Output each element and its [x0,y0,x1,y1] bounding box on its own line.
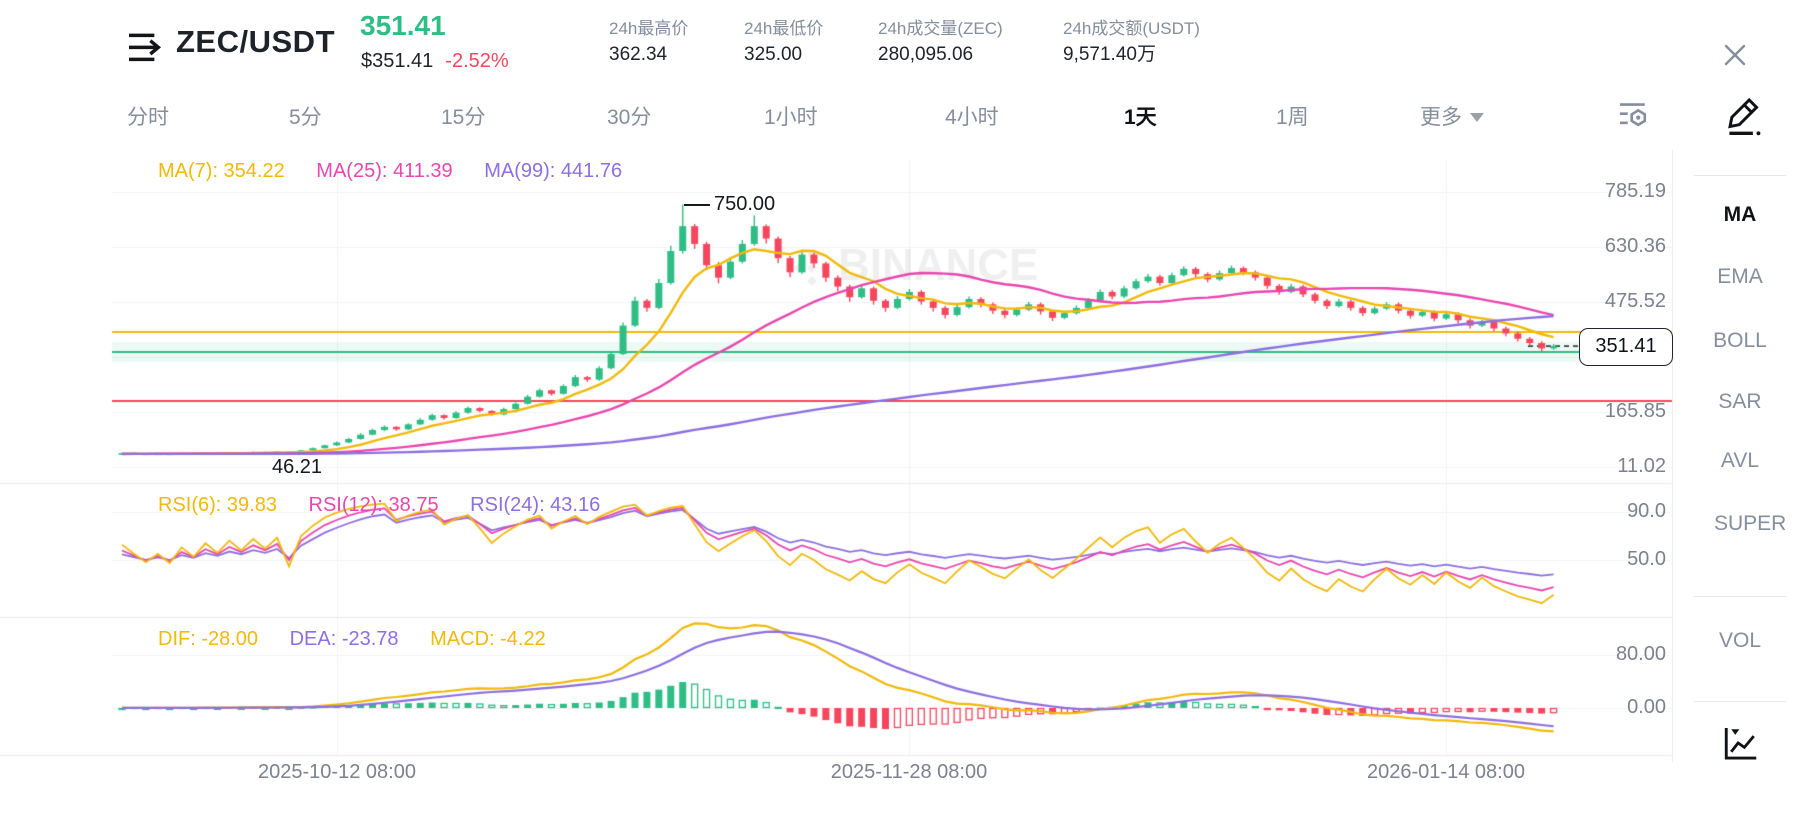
rsi-values-row: RSI(6): 39.83 RSI(12): 38.75 RSI(24): 43… [158,494,626,517]
usd-price-row: $351.41 -2.52% [361,50,509,73]
dea-value: DEA: -23.78 [289,628,399,650]
price-tick: 475.52 [1604,290,1666,312]
tab-interval-time[interactable]: 分时 [127,106,169,129]
ma7-value: MA(7): 354.22 [158,160,285,182]
tab-interval-1h[interactable]: 1小时 [764,106,818,129]
switch-pair-icon[interactable] [126,30,164,66]
tab-interval-1w[interactable]: 1周 [1276,106,1309,129]
sidebar-item-ma[interactable]: MA [1723,203,1757,226]
usd-price: $351.41 [361,50,434,72]
stat-24h-volume: 24h成交量(ZEC) 280,095.06 [878,19,1003,65]
more-intervals-dropdown[interactable]: 更多 [1420,101,1484,131]
close-icon[interactable] [1720,40,1750,70]
stat-24h-low: 24h最低价 325.00 [744,19,824,65]
divider [1694,701,1786,702]
macd-tick: 80.00 [1615,643,1666,665]
macd-value: MACD: -4.22 [430,628,546,650]
chart-style-icon[interactable] [1720,724,1760,762]
macd-values-row: DIF: -28.00 DEA: -23.78 MACD: -4.22 [158,628,572,651]
dif-value: DIF: -28.00 [158,628,259,650]
sidebar-item-super[interactable]: SUPER [1714,512,1787,535]
divider [1694,596,1786,597]
page-title: ZEC/USDT [176,24,335,59]
divider [1694,175,1786,176]
ma25-value: MA(25): 411.39 [316,160,453,182]
ma-values-row: MA(7): 354.22 MA(25): 411.39 MA(99): 441… [158,160,648,183]
sidebar-item-avl[interactable]: AVL [1720,449,1760,472]
chevron-down-icon [1470,113,1484,122]
rsi6-value: RSI(6): 39.83 [158,494,277,516]
stat-24h-turnover: 24h成交额(USDT) 9,571.40万 [1063,19,1200,65]
tab-interval-30m[interactable]: 30分 [607,106,652,129]
tab-interval-1d[interactable]: 1天 [1124,106,1157,129]
current-price-badge: 351.41 [1579,328,1673,366]
rsi24-value: RSI(24): 43.16 [470,494,601,516]
rsi12-value: RSI(12): 38.75 [308,494,439,516]
draw-pencil-icon[interactable] [1724,95,1762,137]
indicator-settings-icon[interactable] [1616,98,1650,132]
low-annotation: 46.21 [272,456,323,478]
rsi-tick: 90.0 [1627,500,1666,522]
rsi-tick: 50.0 [1627,548,1666,570]
price-tick: 11.02 [1617,455,1666,477]
price-tick: 785.19 [1604,180,1666,202]
price-tick: 630.36 [1604,235,1666,257]
price-tick: 165.85 [1604,400,1666,422]
high-annotation-line [684,204,710,206]
sidebar-item-vol[interactable]: VOL [1718,629,1762,652]
macd-tick: 0.00 [1627,696,1666,718]
ma99-value: MA(99): 441.76 [484,160,623,182]
high-annotation: 750.00 [714,193,776,215]
tab-interval-4h[interactable]: 4小时 [945,106,999,129]
x-axis-date: 2026-01-14 08:00 [1367,761,1525,783]
x-axis-date: 2025-11-28 08:00 [830,761,988,783]
sidebar-separator [1672,150,1673,762]
sidebar-item-boll[interactable]: BOLL [1713,329,1767,352]
last-price: 351.41 [360,10,446,41]
sidebar-item-sar[interactable]: SAR [1718,390,1762,413]
tab-interval-15m[interactable]: 15分 [441,106,486,129]
sidebar-item-ema[interactable]: EMA [1717,265,1763,288]
tab-interval-5m[interactable]: 5分 [289,106,322,129]
x-axis-date: 2025-10-12 08:00 [258,761,416,783]
price-change: -2.52% [445,50,509,72]
stat-24h-high: 24h最高价 362.34 [609,19,689,65]
